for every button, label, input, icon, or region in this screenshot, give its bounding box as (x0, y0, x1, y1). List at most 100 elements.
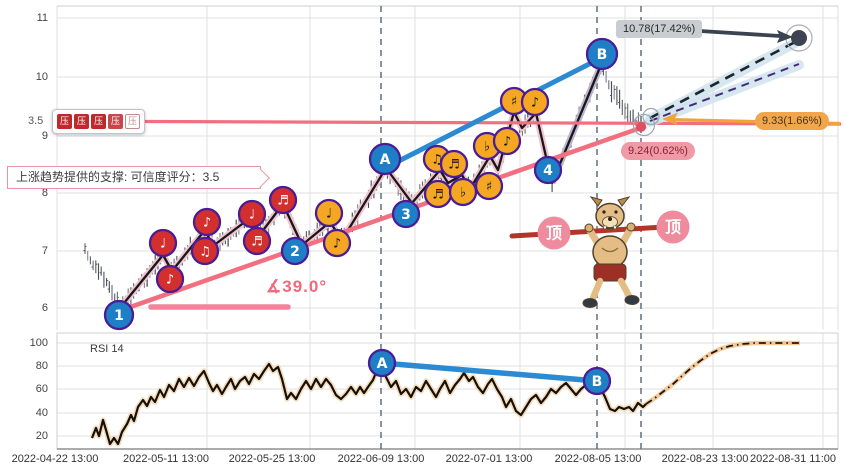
svg-text:♬: ♬ (432, 188, 444, 203)
rsi-wave-marker-B[interactable]: B (582, 366, 612, 396)
note-markers: ♩♪♪♫♩♬♬♩♪♫ ♬♬ ♭♭♯♪♯ ♪ (148, 86, 550, 294)
confidence-seal-outline-icon: 压 (125, 114, 140, 129)
svg-text:顶: 顶 (546, 224, 562, 243)
svg-text:♬: ♬ (277, 194, 289, 209)
y-tick-rsi: 20 (35, 430, 48, 442)
svg-text:A: A (377, 356, 388, 372)
wave-marker-A[interactable]: A (368, 142, 402, 176)
convergence-point (636, 122, 646, 132)
top-stamp-badge (537, 216, 571, 250)
trend-support-tooltip-text: 上涨趋势提供的支撑: 可信度评分：3.5 (16, 170, 220, 184)
note-marker-red[interactable]: ♬ (242, 226, 272, 256)
confidence-seal-icon: 压 (91, 114, 106, 129)
y-tick-rsi: 80 (35, 360, 48, 372)
support-trend-line (118, 123, 647, 314)
confidence-seal-icon: 压 (74, 114, 89, 129)
y-tick-rsi: 40 (35, 407, 48, 419)
svg-text:♫: ♫ (199, 245, 211, 260)
svg-text:A: A (380, 152, 391, 168)
projection-lines (632, 24, 813, 137)
y-tick-main: 10 (35, 71, 48, 83)
trend-angle-annotation[interactable]: ∡39.0° (266, 277, 328, 296)
svg-text:♩: ♩ (160, 237, 166, 252)
rsi-indicator-label: RSI 14 (90, 343, 124, 355)
svg-text:♪: ♪ (166, 273, 174, 288)
resistance-level-line (142, 119, 842, 126)
wave-marker-1[interactable]: 1 (103, 299, 135, 331)
svg-text:♭: ♭ (460, 186, 466, 201)
note-marker-red[interactable]: ♫ (190, 236, 220, 266)
x-tick: 2022-08-23 13:00 (661, 453, 749, 465)
svg-text:1: 1 (114, 308, 124, 324)
x-tick: 2022-08-05 13:00 (554, 453, 642, 465)
score-tick-label: 3.5 (28, 115, 44, 127)
ab-channel-line (384, 55, 604, 170)
convergence-ring (642, 107, 660, 126)
svg-text:3: 3 (401, 207, 411, 223)
x-tick: 2022-05-25 13:00 (228, 453, 316, 465)
y-tick-main: 9 (41, 130, 48, 142)
x-tick: 2022-08-31 11:00 (749, 453, 837, 465)
note-marker-red[interactable]: ♩ (148, 228, 178, 258)
pullup-dog-sticker: 顶顶 (509, 196, 690, 308)
dark-arrowhead-icon (777, 30, 793, 43)
note-marker-orange[interactable]: ♪ (492, 126, 522, 156)
y-tick-main: 7 (41, 245, 48, 257)
svg-text:♫: ♫ (431, 153, 443, 168)
note-marker-red[interactable]: ♪ (192, 207, 222, 237)
wave-marker-4[interactable]: 4 (533, 155, 563, 185)
note-marker-red[interactable]: ♩ (237, 199, 267, 229)
svg-text:♩: ♩ (249, 208, 255, 223)
svg-text:♪: ♪ (503, 135, 511, 150)
note-marker-red[interactable]: ♪ (155, 264, 185, 294)
y-tick-main: 11 (36, 12, 48, 24)
note-marker-orange[interactable]: ♯ (474, 171, 504, 201)
svg-text:4: 4 (543, 163, 553, 179)
note-marker-red[interactable]: ♬ (268, 185, 298, 215)
orange-arrowhead-icon (662, 112, 678, 126)
top-stamp-badge (656, 210, 690, 244)
svg-text:♪: ♪ (333, 237, 341, 252)
note-marker-orange[interactable]: ♬ (439, 149, 469, 179)
svg-text:♩: ♩ (326, 207, 332, 222)
confidence-seal-icon: 压 (108, 114, 123, 129)
x-tick: 2022-05-11 13:00 (122, 453, 210, 465)
note-marker-orange[interactable]: ♩ (314, 198, 344, 228)
target-point (791, 30, 807, 46)
note-marker-orange[interactable]: ♬ (423, 179, 453, 209)
wave-marker-B[interactable]: B (585, 37, 619, 71)
svg-text:♯: ♯ (511, 95, 517, 110)
plot-frames (56, 5, 839, 450)
rsi-wave-marker-A[interactable]: A (367, 348, 397, 378)
y-tick-rsi: 60 (35, 383, 48, 395)
svg-text:2: 2 (290, 244, 300, 260)
wave-marker-2[interactable]: 2 (280, 236, 310, 266)
confidence-seal-icon: 压 (57, 114, 72, 129)
note-marker-orange[interactable]: ♪ (520, 87, 550, 117)
confidence-seal-badge[interactable]: 压压压压压 (52, 109, 145, 134)
svg-text:♯: ♯ (486, 180, 492, 195)
svg-text:B: B (597, 47, 608, 63)
x-tick: 2022-07-01 13:00 (445, 453, 533, 465)
svg-text:♬: ♬ (448, 158, 460, 173)
x-tick: 2022-06-09 13:00 (337, 453, 425, 465)
y-tick-main: 8 (41, 187, 48, 199)
wave-marker-3[interactable]: 3 (391, 199, 421, 229)
breakout-price-label[interactable]: 9.33(1.66%) (755, 112, 829, 130)
svg-text:B: B (592, 374, 603, 390)
pivot-price-label[interactable]: 9.24(0.62%) (621, 142, 695, 160)
note-marker-orange[interactable]: ♪ (322, 228, 352, 258)
svg-text:♪: ♪ (203, 216, 211, 231)
rsi-series (89, 340, 800, 447)
y-tick-main: 6 (41, 302, 48, 314)
rsi-divergence-line (379, 360, 600, 384)
trend-support-tooltip: 上涨趋势提供的支撑: 可信度评分：3.5 (7, 166, 270, 189)
svg-text:♪: ♪ (531, 96, 539, 111)
note-marker-orange[interactable]: ♭ (448, 177, 478, 207)
target-price-label[interactable]: 10.78(17.42%) (616, 20, 703, 38)
wave-markers: 1 2 3 A 4 B A B (103, 37, 619, 396)
convergence-ring (632, 113, 656, 137)
svg-text:♭: ♭ (484, 140, 490, 155)
